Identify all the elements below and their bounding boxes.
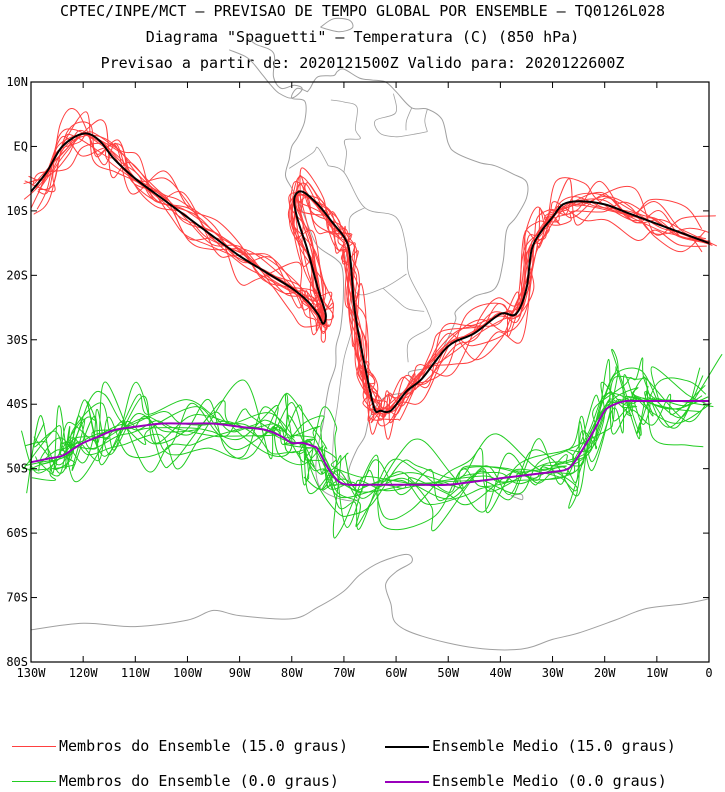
- country-border-7: [374, 93, 428, 138]
- y-tick-label: 40S: [6, 397, 28, 411]
- legend-swatch-mean-15: [385, 745, 429, 748]
- caribbean-island-coastline: [320, 17, 354, 33]
- ensemble-members-layer: [20, 108, 723, 539]
- x-tick-label: 10W: [646, 666, 668, 680]
- chart-title: CPTEC/INPE/MCT — PREVISAO DE TEMPO GLOBA…: [59, 2, 666, 20]
- legend-swatch-members-0: [12, 781, 56, 782]
- legend-item-members-0: Membros do Ensemble (0.0 graus): [12, 771, 339, 791]
- plot-frame: [30, 81, 710, 663]
- legend-label-members-0: Membros do Ensemble (0.0 graus): [59, 772, 339, 790]
- x-tick-label: 20W: [594, 666, 616, 680]
- y-tick-label: 70S: [6, 591, 28, 605]
- y-tick-label: 20S: [6, 268, 28, 282]
- member-0-curve-8: [33, 358, 706, 499]
- country-border-6: [330, 99, 361, 173]
- antarctica-coastline: [30, 553, 710, 651]
- y-tick-label: 60S: [6, 526, 28, 540]
- member-0-curve-3: [22, 374, 702, 495]
- country-border-1: [288, 146, 329, 169]
- x-tick-label: 40W: [490, 666, 512, 680]
- member-15-curve-6: [38, 133, 703, 415]
- country-border-8: [405, 107, 413, 131]
- country-border-9: [424, 108, 428, 132]
- legend-swatch-members-15: [12, 746, 56, 747]
- south-america-coastline: [284, 68, 529, 502]
- x-tick-label: 80W: [281, 666, 303, 680]
- y-tick-label: 10S: [6, 204, 28, 218]
- member-0-curve-12: [24, 377, 704, 517]
- member-15-curve-12: [23, 135, 713, 419]
- legend-label-members-15: Membros do Ensemble (15.0 graus): [59, 737, 348, 755]
- x-tick-label: 90W: [229, 666, 251, 680]
- axis-ticks: 130W 120W 110W 100W 90W 80W 70W 60W 50W 40W 30W 20W…: [6, 75, 712, 680]
- member-0-curve-13: [33, 366, 706, 506]
- legend-item-mean-15: Ensemble Medio (15.0 graus): [385, 736, 676, 756]
- legend-item-members-15: Membros do Ensemble (15.0 graus): [12, 736, 348, 756]
- mean-15-curve: [30, 132, 710, 414]
- x-tick-label: 50W: [437, 666, 459, 680]
- x-tick-label: 120W: [69, 666, 99, 680]
- chart-subtitle: Diagrama "Spaguetti" — Temperatura (C) (…: [145, 28, 580, 46]
- y-tick-label: EQ: [14, 139, 28, 153]
- x-tick-label: 130W: [17, 666, 47, 680]
- country-border-5: [382, 287, 425, 312]
- member-15-curve-9: [30, 134, 712, 409]
- central-america-coastline: [229, 36, 303, 99]
- south-georgia-coastline: [510, 493, 524, 501]
- x-tick-label: 60W: [385, 666, 407, 680]
- coastline-layer: [30, 17, 710, 651]
- legend-label-mean-0: Ensemble Medio (0.0 graus): [432, 772, 667, 790]
- member-0-curve-11: [40, 393, 712, 532]
- x-tick-label: 0: [705, 666, 712, 680]
- chart-validity-line: Previsao a partir de: 2020121500Z Valido…: [100, 54, 625, 72]
- legend-item-mean-0: Ensemble Medio (0.0 graus): [385, 771, 667, 791]
- member-15-curve-13: [28, 111, 718, 427]
- ensemble-mean-layer: [30, 132, 710, 487]
- mean-0-curve: [30, 399, 709, 487]
- y-tick-label: 30S: [6, 333, 28, 347]
- x-tick-label: 30W: [542, 666, 564, 680]
- member-15-curve-7: [37, 108, 706, 414]
- y-tick-label: 10N: [6, 75, 28, 89]
- member-0-curve-0: [31, 353, 723, 530]
- x-tick-label: 70W: [333, 666, 355, 680]
- x-tick-label: 100W: [173, 666, 203, 680]
- member-15-curve-11: [34, 133, 713, 415]
- member-0-curve-2: [22, 348, 707, 499]
- legend-label-mean-15: Ensemble Medio (15.0 graus): [432, 737, 676, 755]
- member-0-curve-1: [26, 375, 706, 528]
- y-tick-label: 50S: [6, 462, 28, 476]
- legend-swatch-mean-0: [385, 780, 429, 783]
- country-border-3: [351, 262, 407, 296]
- country-border-0: [328, 165, 432, 363]
- member-15-curve-4: [38, 134, 707, 409]
- y-tick-label: 80S: [6, 655, 28, 669]
- x-tick-label: 110W: [121, 666, 151, 680]
